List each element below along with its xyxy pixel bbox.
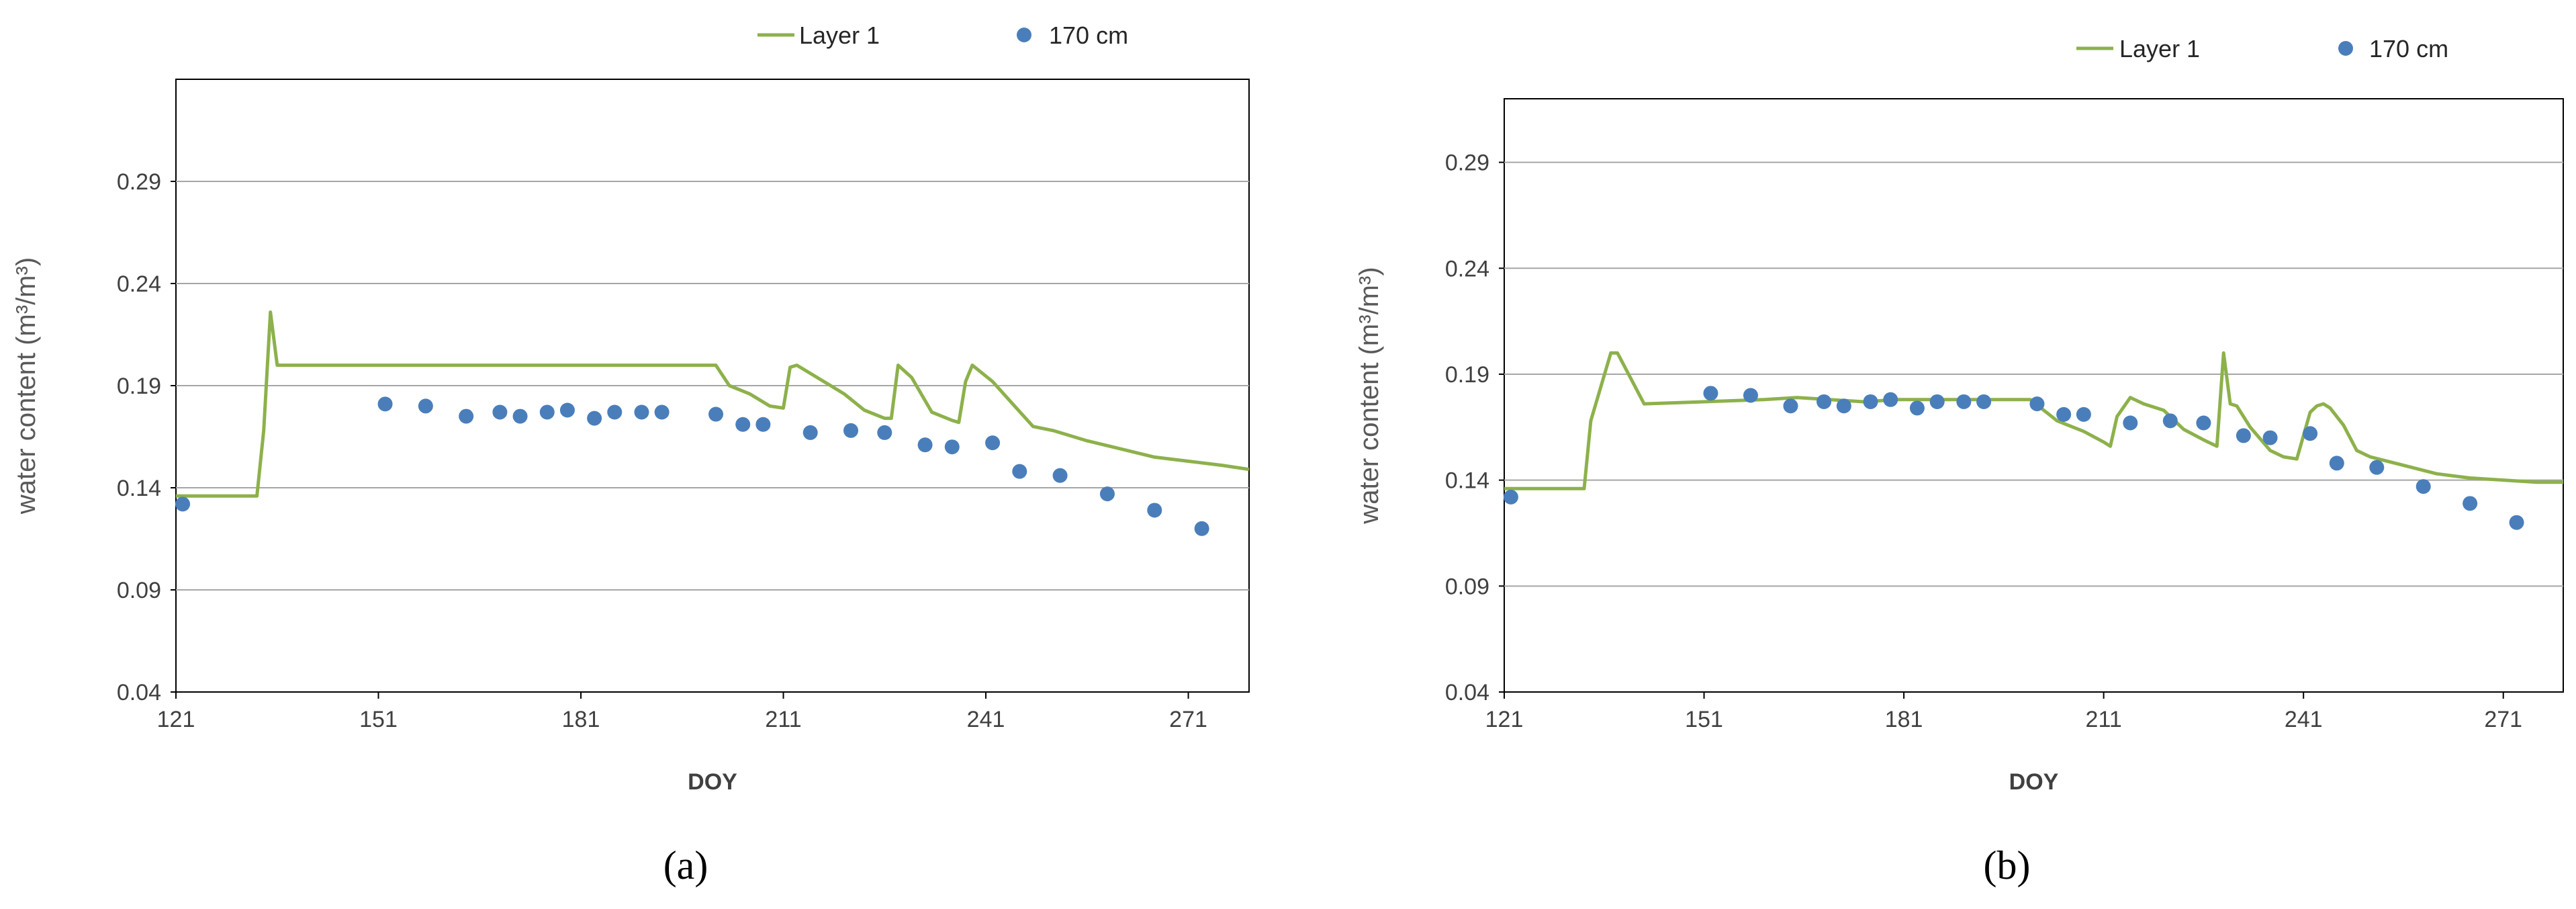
data-point-170cm bbox=[1863, 394, 1878, 409]
y-axis-title: water content (m³/m³) bbox=[11, 257, 41, 515]
data-point-170cm bbox=[1929, 394, 1945, 409]
data-point-170cm bbox=[512, 408, 528, 424]
data-point-170cm bbox=[1194, 521, 1209, 536]
data-point-170cm bbox=[2162, 413, 2178, 429]
data-point-170cm bbox=[1147, 503, 1162, 518]
data-point-170cm bbox=[539, 404, 555, 420]
legend-label-layer-1: Layer 1 bbox=[2119, 35, 2200, 62]
y-tick-label: 0.24 bbox=[117, 271, 161, 297]
y-tick-label: 0.24 bbox=[1445, 256, 1489, 282]
data-point-170cm bbox=[1743, 388, 1758, 403]
y-tick-label: 0.09 bbox=[117, 578, 161, 603]
data-point-170cm bbox=[2303, 426, 2318, 441]
data-point-170cm bbox=[1012, 464, 1027, 479]
data-point-170cm bbox=[1099, 486, 1115, 502]
chart-panel-b: 0.04 0.09 0.14 0.19 0.24 0.29 121 151 181 211 241 2… bbox=[1354, 35, 2564, 888]
y-tick-label: 0.14 bbox=[1445, 468, 1489, 494]
y-axis-title: water content (m³/m³) bbox=[1354, 267, 1384, 524]
data-point-170cm bbox=[2029, 396, 2045, 412]
legend-label-170cm: 170 cm bbox=[2369, 35, 2448, 62]
y-tick-label: 0.04 bbox=[1445, 680, 1489, 705]
y-tick-label: 0.09 bbox=[1445, 574, 1489, 599]
x-tick-label: 241 bbox=[967, 707, 1005, 732]
data-point-170cm bbox=[1976, 394, 1992, 409]
x-tick-label: 151 bbox=[1685, 707, 1723, 732]
data-point-170cm bbox=[1052, 468, 1068, 483]
y-tick-label: 0.19 bbox=[1445, 362, 1489, 388]
data-point-170cm bbox=[843, 423, 859, 438]
x-tick-label: 211 bbox=[2086, 707, 2122, 732]
data-point-170cm bbox=[2076, 406, 2091, 422]
y-tick-label: 0.04 bbox=[117, 680, 161, 705]
data-point-170cm bbox=[708, 406, 724, 422]
panel-label: (b) bbox=[1984, 843, 2031, 888]
data-point-170cm bbox=[587, 410, 602, 426]
data-point-170cm bbox=[2262, 430, 2278, 445]
data-point-170cm bbox=[1956, 394, 1972, 409]
x-tick-label: 241 bbox=[2285, 707, 2323, 732]
plot-area bbox=[1504, 98, 2564, 693]
y-tick-label: 0.19 bbox=[117, 374, 161, 399]
x-tick-label: 271 bbox=[2484, 707, 2522, 732]
data-point-170cm bbox=[1703, 386, 1718, 401]
data-point-170cm bbox=[802, 425, 818, 440]
data-point-170cm bbox=[985, 435, 1001, 451]
data-point-170cm bbox=[2369, 460, 2385, 475]
x-tick-label: 151 bbox=[359, 707, 398, 732]
y-tick-label: 0.29 bbox=[117, 169, 161, 195]
x-tick-label: 121 bbox=[1485, 707, 1524, 732]
data-point-170cm bbox=[1783, 398, 1798, 414]
data-point-170cm bbox=[377, 396, 393, 412]
legend-marker-swatch bbox=[2338, 41, 2353, 56]
x-axis-title: DOY bbox=[2009, 769, 2059, 795]
data-point-170cm bbox=[917, 437, 933, 453]
legend-marker-swatch bbox=[1017, 28, 1031, 42]
data-point-170cm bbox=[607, 404, 623, 420]
data-point-170cm bbox=[2056, 406, 2072, 422]
series-line-layer-1 bbox=[176, 310, 1249, 498]
legend: Layer 1 170 cm bbox=[757, 21, 1128, 49]
data-point-170cm bbox=[1883, 392, 1898, 407]
series-line-layer-1 bbox=[1504, 351, 2563, 490]
data-point-170cm bbox=[944, 439, 960, 455]
panel-label: (a) bbox=[663, 843, 708, 888]
data-point-170cm bbox=[1909, 400, 1925, 416]
data-point-170cm bbox=[559, 402, 575, 418]
data-point-170cm bbox=[492, 404, 508, 420]
data-point-170cm bbox=[2329, 456, 2344, 471]
data-point-170cm bbox=[2416, 479, 2431, 494]
data-point-170cm bbox=[2236, 428, 2251, 443]
data-point-170cm bbox=[2196, 415, 2211, 431]
data-point-170cm bbox=[2463, 496, 2478, 511]
x-tick-label: 121 bbox=[157, 707, 195, 732]
data-point-170cm bbox=[654, 404, 670, 420]
data-point-170cm bbox=[755, 417, 771, 432]
data-point-170cm bbox=[459, 408, 474, 424]
data-point-170cm bbox=[634, 404, 649, 420]
data-point-170cm bbox=[1503, 489, 1518, 505]
data-point-170cm bbox=[735, 417, 751, 432]
data-point-170cm bbox=[1836, 398, 1851, 414]
legend-label-170cm: 170 cm bbox=[1049, 21, 1128, 49]
data-point-170cm bbox=[877, 425, 892, 440]
x-axis-title: DOY bbox=[688, 769, 737, 795]
y-tick-label: 0.29 bbox=[1445, 150, 1489, 176]
y-tick-label: 0.14 bbox=[117, 476, 161, 501]
x-tick-label: 181 bbox=[562, 707, 600, 732]
chart-panel-a: 0.04 0.09 0.14 0.19 0.24 0.29 121 151 181 211 241 2… bbox=[11, 21, 1250, 888]
data-point-170cm bbox=[175, 496, 191, 512]
data-point-170cm bbox=[1816, 394, 1832, 409]
legend: Layer 1 170 cm bbox=[2076, 35, 2448, 62]
data-point-170cm bbox=[418, 398, 433, 414]
x-tick-label: 181 bbox=[1885, 707, 1923, 732]
data-point-170cm bbox=[2123, 415, 2138, 431]
x-tick-label: 211 bbox=[765, 707, 801, 732]
x-tick-label: 271 bbox=[1169, 707, 1207, 732]
legend-label-layer-1: Layer 1 bbox=[799, 21, 880, 49]
data-point-170cm bbox=[2509, 515, 2524, 530]
